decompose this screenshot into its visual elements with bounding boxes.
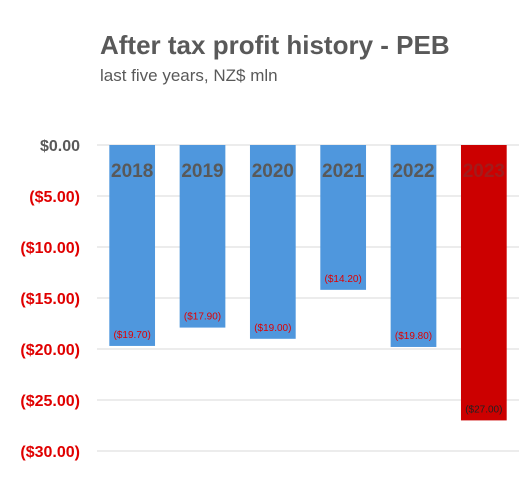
bar-2019 [179,145,226,328]
category-label: 2018 [111,161,153,182]
data-label: ($14.20) [325,274,362,285]
y-tick-label: ($20.00) [20,342,80,359]
bar-2023 [460,145,507,421]
chart-title: After tax profit history - PEB [100,30,450,60]
y-tick-label: ($15.00) [20,291,80,308]
chart-subtitle: last five years, NZ$ mln [100,66,278,85]
data-label: ($27.00) [465,404,502,415]
y-tick-label: $0.00 [40,138,80,155]
y-tick-label: ($30.00) [20,444,80,461]
y-tick-label: ($10.00) [20,240,80,257]
category-label: 2019 [181,161,223,182]
bar-2021 [320,145,367,290]
bar-2022 [390,145,437,347]
gridlines [97,144,519,452]
category-label: 2021 [322,161,365,182]
category-labels: 2018 2019 2020 2021 2022 2023 [111,161,505,182]
category-label: 2022 [392,161,434,182]
data-label: ($19.00) [254,323,291,334]
data-label: ($19.80) [395,331,432,342]
category-label: 2020 [252,161,294,182]
y-axis-ticks: $0.00 ($5.00) ($10.00) ($15.00) ($20.00) ($25… [20,138,80,461]
y-tick-label: ($25.00) [20,393,80,410]
bar-2020 [249,145,296,339]
data-label: ($19.70) [114,330,151,341]
bars [109,145,507,421]
category-label: 2023 [463,161,505,182]
data-labels: ($19.70) ($17.90) ($19.00) ($14.20) ($19.80)… [114,274,503,416]
y-tick-label: ($5.00) [29,189,80,206]
data-label: ($17.90) [184,312,221,323]
bar-2018 [109,145,156,346]
